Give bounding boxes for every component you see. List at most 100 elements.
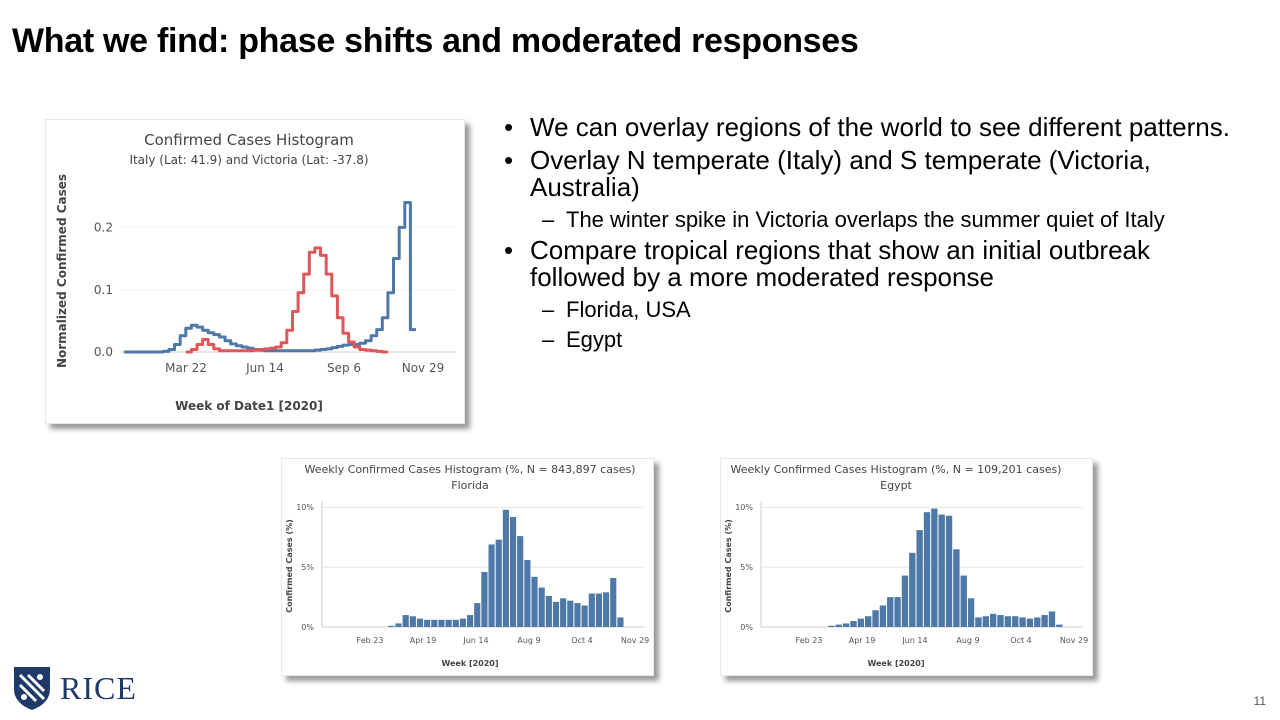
chart-title: Confirmed Cases Histogram [144,131,354,149]
bar [953,549,960,627]
bar [923,512,931,627]
bar [901,575,909,627]
x-tick-label: Aug 9 [517,636,540,645]
y-axis-title: Confirmed Cases (%) [285,519,294,613]
egypt-chart: Weekly Confirmed Cases Histogram (%, N =… [720,458,1093,676]
bar [909,552,916,627]
bar [1026,618,1034,627]
y-tick-label: 5% [301,563,314,572]
slide-title: What we find: phase shifts and moderated… [12,22,859,60]
bullet-item: We can overlay regions of the world to s… [504,114,1244,142]
y-tick-label: 0.0 [94,345,113,359]
x-tick-label: Feb 23 [357,636,384,645]
sub-bullet-text: The winter spike in Victoria overlaps th… [566,207,1165,232]
bar [431,619,438,627]
bar [1034,617,1041,627]
bar [982,616,989,627]
bar [545,595,552,627]
x-tick-label: Apr 19 [410,636,437,645]
bar [617,617,624,627]
y-tick-label: 5% [740,563,753,572]
dash-marker: – [542,207,555,232]
dash-marker: – [542,327,555,352]
chart-subtitle: Italy (Lat: 41.9) and Victoria (Lat: -37… [129,153,368,167]
bar [452,619,459,627]
sub-bullet-text: Florida, USA [566,297,691,322]
bar [467,615,474,627]
x-axis-title: Week [2020] [441,659,498,668]
x-tick-label: Mar 22 [165,361,207,375]
bar [502,509,509,627]
sub-bullet-text: Egypt [566,327,623,352]
x-tick-label: Oct 4 [1010,636,1031,645]
bar [879,605,887,627]
bar [445,619,452,627]
bar [1012,616,1019,627]
bar [581,605,588,627]
bar [574,603,581,627]
x-tick-label: Jun 14 [245,361,284,375]
bar [517,536,524,627]
sub-bullet-item: – Florida, USA [504,297,1244,323]
bullet-item: Overlay N temperate (Italy) and S temper… [504,147,1244,201]
bar [894,597,901,627]
sub-bullet-item: – The winter spike in Victoria overlaps t… [504,207,1244,233]
bar [524,560,531,627]
bar [850,621,857,627]
bar [865,616,872,627]
bar [1048,611,1056,627]
bar [438,619,445,627]
bar [552,601,560,627]
series-line [185,246,388,354]
florida-chart: Weekly Confirmed Cases Histogram (%, N =… [281,458,654,676]
x-tick-label: Oct 4 [571,636,592,645]
bar [828,625,835,627]
x-tick-label: Apr 19 [849,636,876,645]
x-tick-label: Sep 6 [327,361,361,375]
bar [1041,615,1048,627]
bar [938,514,945,627]
bar [588,593,595,627]
bar [975,617,982,627]
y-tick-label: 0% [301,623,314,632]
x-tick-label: Jun 14 [901,636,927,645]
x-tick-label: Feb 23 [796,636,823,645]
bar [967,598,975,627]
x-axis-title: Week of Date1 [2020] [175,399,323,413]
x-tick-label: Nov 29 [402,361,445,375]
chart-title: Weekly Confirmed Cases Histogram (%, N =… [731,463,1062,476]
series-line [124,201,416,354]
bar [474,603,481,627]
y-tick-label: 0% [740,623,753,632]
bar [538,587,545,627]
bar [835,624,842,627]
bar [1019,617,1026,627]
dash-marker: – [542,297,555,322]
bar [560,598,567,627]
bar [916,530,923,627]
bar [409,616,416,627]
bar [459,618,467,627]
y-tick-label: 0.1 [94,283,113,297]
bar [416,618,424,627]
bar [610,577,617,627]
x-tick-label: Aug 9 [956,636,979,645]
x-tick-label: Nov 29 [1060,636,1088,645]
x-axis-title: Week [2020] [867,659,924,668]
rice-shield-icon [14,667,50,710]
chart-subtitle: Egypt [880,479,912,492]
chart-title: Weekly Confirmed Cases Histogram (%, N =… [305,463,636,476]
bar [997,615,1004,627]
bar [989,613,997,627]
bar [1004,616,1012,627]
y-tick-label: 10% [735,503,753,512]
bar [887,597,894,627]
bullet-list: We can overlay regions of the world to s… [504,114,1244,357]
bar [595,593,603,627]
bar [424,619,431,627]
italy-victoria-chart: Confirmed Cases Histogram Italy (Lat: 41.… [45,119,465,424]
bar [481,571,488,627]
bar [388,625,395,627]
rice-logo: RICE [12,663,137,713]
y-axis-title: Normalized Confirmed Cases [55,174,69,368]
